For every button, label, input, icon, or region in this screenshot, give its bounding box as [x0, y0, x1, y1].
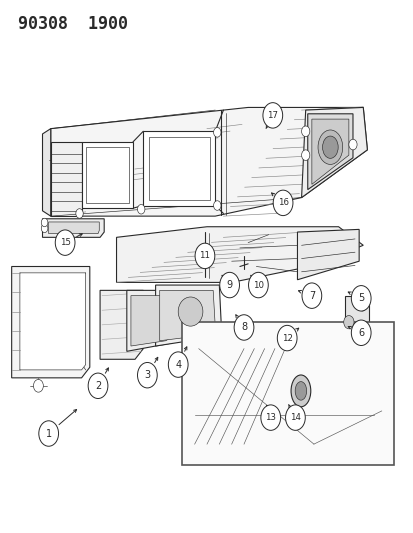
- Ellipse shape: [178, 297, 202, 326]
- Circle shape: [301, 283, 321, 309]
- Text: 13: 13: [265, 413, 275, 422]
- Circle shape: [137, 362, 157, 388]
- Ellipse shape: [322, 136, 337, 158]
- Text: 7: 7: [308, 290, 314, 301]
- Circle shape: [273, 190, 292, 216]
- Text: 14: 14: [289, 413, 300, 422]
- Polygon shape: [51, 142, 81, 216]
- Circle shape: [195, 243, 214, 269]
- Text: 4: 4: [175, 360, 181, 369]
- Polygon shape: [49, 222, 99, 233]
- Circle shape: [277, 325, 297, 351]
- Text: 10: 10: [252, 280, 263, 289]
- Polygon shape: [43, 128, 51, 216]
- Circle shape: [285, 405, 304, 430]
- Text: 11: 11: [199, 252, 210, 261]
- Polygon shape: [344, 296, 368, 333]
- Circle shape: [213, 127, 221, 137]
- Circle shape: [41, 224, 48, 232]
- Circle shape: [301, 126, 309, 136]
- Circle shape: [213, 201, 221, 211]
- Bar: [182, 322, 393, 465]
- Circle shape: [260, 405, 280, 430]
- Circle shape: [301, 150, 309, 160]
- Text: 90308  1900: 90308 1900: [18, 14, 128, 33]
- Polygon shape: [311, 119, 348, 184]
- Polygon shape: [100, 290, 143, 359]
- Text: 1: 1: [45, 429, 52, 439]
- Polygon shape: [20, 273, 85, 370]
- Ellipse shape: [317, 130, 342, 165]
- Polygon shape: [159, 290, 215, 341]
- Text: 8: 8: [240, 322, 247, 333]
- Polygon shape: [51, 108, 366, 216]
- Text: 12: 12: [281, 334, 292, 343]
- Polygon shape: [81, 142, 133, 208]
- Polygon shape: [126, 290, 182, 351]
- Polygon shape: [148, 136, 210, 200]
- Polygon shape: [43, 219, 104, 237]
- Polygon shape: [116, 227, 362, 282]
- Polygon shape: [12, 266, 90, 378]
- Circle shape: [219, 272, 239, 298]
- Ellipse shape: [358, 302, 365, 311]
- Circle shape: [41, 218, 48, 227]
- Polygon shape: [155, 285, 221, 346]
- Polygon shape: [143, 131, 215, 206]
- Text: 16: 16: [277, 198, 288, 207]
- Circle shape: [33, 379, 43, 392]
- Circle shape: [351, 320, 370, 345]
- Text: 17: 17: [267, 111, 278, 120]
- Circle shape: [76, 209, 83, 218]
- Circle shape: [262, 103, 282, 128]
- Polygon shape: [301, 108, 366, 198]
- Circle shape: [351, 286, 370, 311]
- Text: 6: 6: [357, 328, 363, 338]
- Circle shape: [55, 230, 75, 255]
- Ellipse shape: [343, 316, 353, 329]
- Circle shape: [168, 352, 188, 377]
- Ellipse shape: [290, 375, 310, 407]
- Polygon shape: [297, 229, 358, 280]
- Ellipse shape: [294, 382, 306, 400]
- Polygon shape: [131, 296, 176, 346]
- Circle shape: [137, 205, 145, 214]
- Circle shape: [248, 272, 268, 298]
- Text: 15: 15: [59, 238, 71, 247]
- Polygon shape: [85, 147, 128, 203]
- Circle shape: [88, 373, 108, 399]
- Text: 9: 9: [226, 280, 232, 290]
- Polygon shape: [307, 114, 352, 190]
- Circle shape: [234, 315, 253, 340]
- Circle shape: [39, 421, 58, 446]
- Text: 3: 3: [144, 370, 150, 380]
- Text: 2: 2: [95, 381, 101, 391]
- Circle shape: [348, 139, 356, 150]
- Text: 5: 5: [357, 293, 363, 303]
